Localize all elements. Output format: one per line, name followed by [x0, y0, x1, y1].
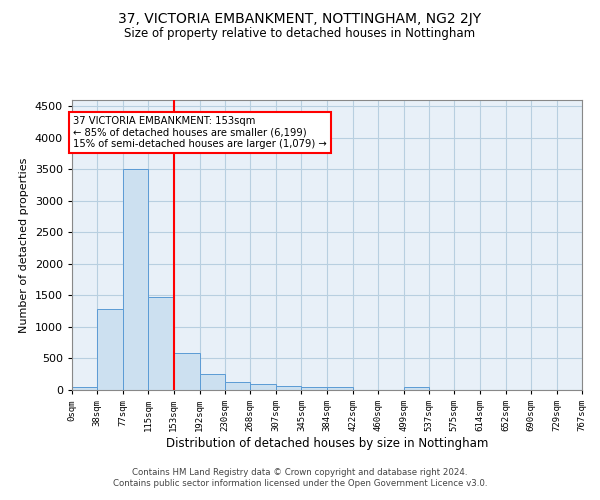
X-axis label: Distribution of detached houses by size in Nottingham: Distribution of detached houses by size …	[166, 437, 488, 450]
Text: Size of property relative to detached houses in Nottingham: Size of property relative to detached ho…	[124, 28, 476, 40]
Bar	[97, 310, 123, 390]
Y-axis label: Number of detached properties: Number of detached properties	[19, 158, 29, 332]
Bar	[276, 386, 301, 390]
Bar	[301, 387, 328, 390]
Text: 37 VICTORIA EMBANKMENT: 153sqm
← 85% of detached houses are smaller (6,199)
15% : 37 VICTORIA EMBANKMENT: 153sqm ← 85% of …	[73, 116, 327, 149]
Bar	[72, 387, 97, 390]
Text: 37, VICTORIA EMBANKMENT, NOTTINGHAM, NG2 2JY: 37, VICTORIA EMBANKMENT, NOTTINGHAM, NG2…	[118, 12, 482, 26]
Bar	[225, 382, 250, 390]
Text: Contains HM Land Registry data © Crown copyright and database right 2024.
Contai: Contains HM Land Registry data © Crown c…	[113, 468, 487, 487]
Bar	[148, 298, 174, 390]
Bar	[200, 374, 225, 390]
Bar	[250, 384, 276, 390]
Bar	[404, 387, 429, 390]
Bar	[174, 354, 200, 390]
Bar	[328, 387, 353, 390]
Bar	[123, 170, 148, 390]
